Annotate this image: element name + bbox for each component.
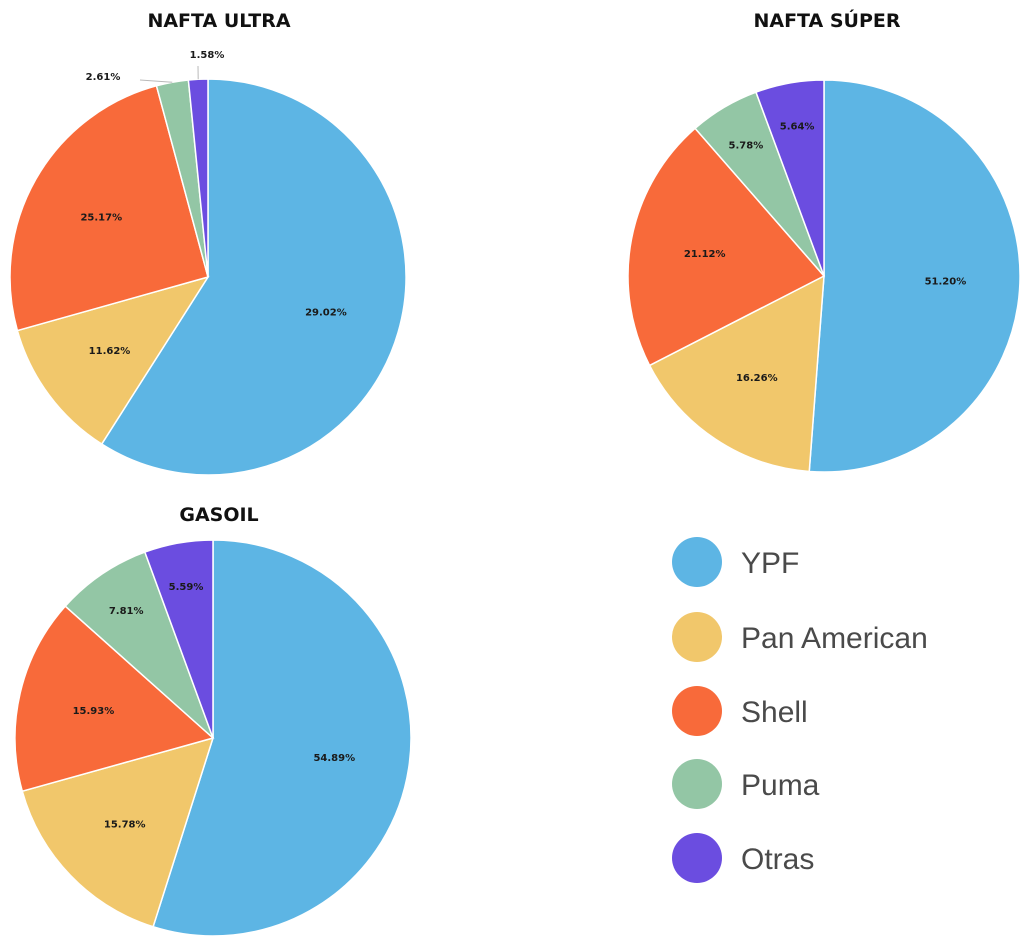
slice-label-nafta-super-ypf: 51.20% xyxy=(925,277,967,288)
legend-item-ypf: YPF xyxy=(672,537,799,587)
slice-label-nafta-ultra-otras: 1.58% xyxy=(190,50,225,61)
slice-label-gasoil-pan-american: 15.78% xyxy=(104,819,146,830)
slice-label-gasoil-puma: 7.81% xyxy=(109,606,144,617)
legend: YPF Pan American Shell Puma Otras xyxy=(672,537,928,883)
slice-gasoil-otras xyxy=(143,539,214,739)
chart-title-nafta-super: NAFTA SÚPER xyxy=(753,8,900,32)
slice-nafta-ultra-ypf xyxy=(100,78,407,476)
legend-item-shell: Shell xyxy=(672,686,808,736)
slice-nafta-super-otras xyxy=(755,79,825,277)
legend-item-otras: Otras xyxy=(672,833,814,883)
slice-nafta-ultra-shell xyxy=(9,84,209,332)
slice-label-nafta-ultra-pan-american: 11.62% xyxy=(89,346,131,357)
chart-title-nafta-ultra: NAFTA ULTRA xyxy=(147,10,290,32)
pie-gasoil: 54.89% 15.78% 15.93% 7.81% 5.59% xyxy=(14,539,412,937)
legend-label-puma: Puma xyxy=(741,769,820,802)
slice-nafta-ultra-pan-american xyxy=(16,275,210,446)
chart-title-gasoil: GASOIL xyxy=(179,504,258,526)
pie-nafta-super: 51.20% 16.26% 21.12% 5.78% 5.64% xyxy=(627,79,1021,473)
slice-nafta-ultra-otras xyxy=(187,78,209,278)
legend-swatch-ypf xyxy=(672,537,722,587)
slice-nafta-super-shell xyxy=(627,127,826,367)
legend-label-otras: Otras xyxy=(741,843,814,876)
slice-nafta-super-pan-american xyxy=(648,274,825,473)
slice-label-gasoil-otras: 5.59% xyxy=(169,582,204,593)
slice-gasoil-pan-american xyxy=(21,736,215,928)
slice-label-nafta-super-pan-american: 16.26% xyxy=(736,373,778,384)
slice-gasoil-shell xyxy=(14,605,215,793)
legend-swatch-puma xyxy=(672,759,722,809)
slice-label-gasoil-ypf: 54.89% xyxy=(313,753,355,764)
slice-label-nafta-ultra-puma: 2.61% xyxy=(86,72,121,83)
legend-label-pan-american: Pan American xyxy=(741,622,928,655)
slice-label-gasoil-shell: 15.93% xyxy=(73,706,115,717)
legend-label-ypf: YPF xyxy=(741,547,799,580)
slice-nafta-super-ypf xyxy=(808,79,1021,473)
slice-gasoil-puma xyxy=(64,551,214,739)
slice-label-nafta-ultra-shell: 25.17% xyxy=(80,212,122,223)
pie-nafta-ultra: 29.02% 11.62% 25.17% 2.61% 1.58% xyxy=(9,50,407,476)
slice-label-nafta-ultra-ypf: 29.02% xyxy=(305,307,347,318)
legend-swatch-shell xyxy=(672,686,722,736)
leader-line-nafta-ultra-puma xyxy=(139,79,173,83)
slice-label-nafta-super-shell: 21.12% xyxy=(684,249,726,260)
slice-gasoil-ypf xyxy=(152,539,412,937)
slice-label-nafta-super-otras: 5.64% xyxy=(780,122,815,133)
chart-nafta-super: NAFTA SÚPER 51.20% 16.26% 21.12% 5.78% 5.64% xyxy=(627,8,1021,473)
legend-item-pan-american: Pan American xyxy=(672,612,928,662)
legend-swatch-otras xyxy=(672,833,722,883)
legend-item-puma: Puma xyxy=(672,759,820,809)
slice-label-nafta-super-puma: 5.78% xyxy=(729,141,764,152)
chart-nafta-ultra: NAFTA ULTRA 29.02% 11.62% 25.17% 2.61% 1.58% xyxy=(9,10,407,476)
legend-swatch-pan-american xyxy=(672,612,722,662)
chart-gasoil: GASOIL 54.89% 15.78% 15.93% 7.81% 5.59% xyxy=(14,504,412,937)
legend-label-shell: Shell xyxy=(741,696,808,729)
